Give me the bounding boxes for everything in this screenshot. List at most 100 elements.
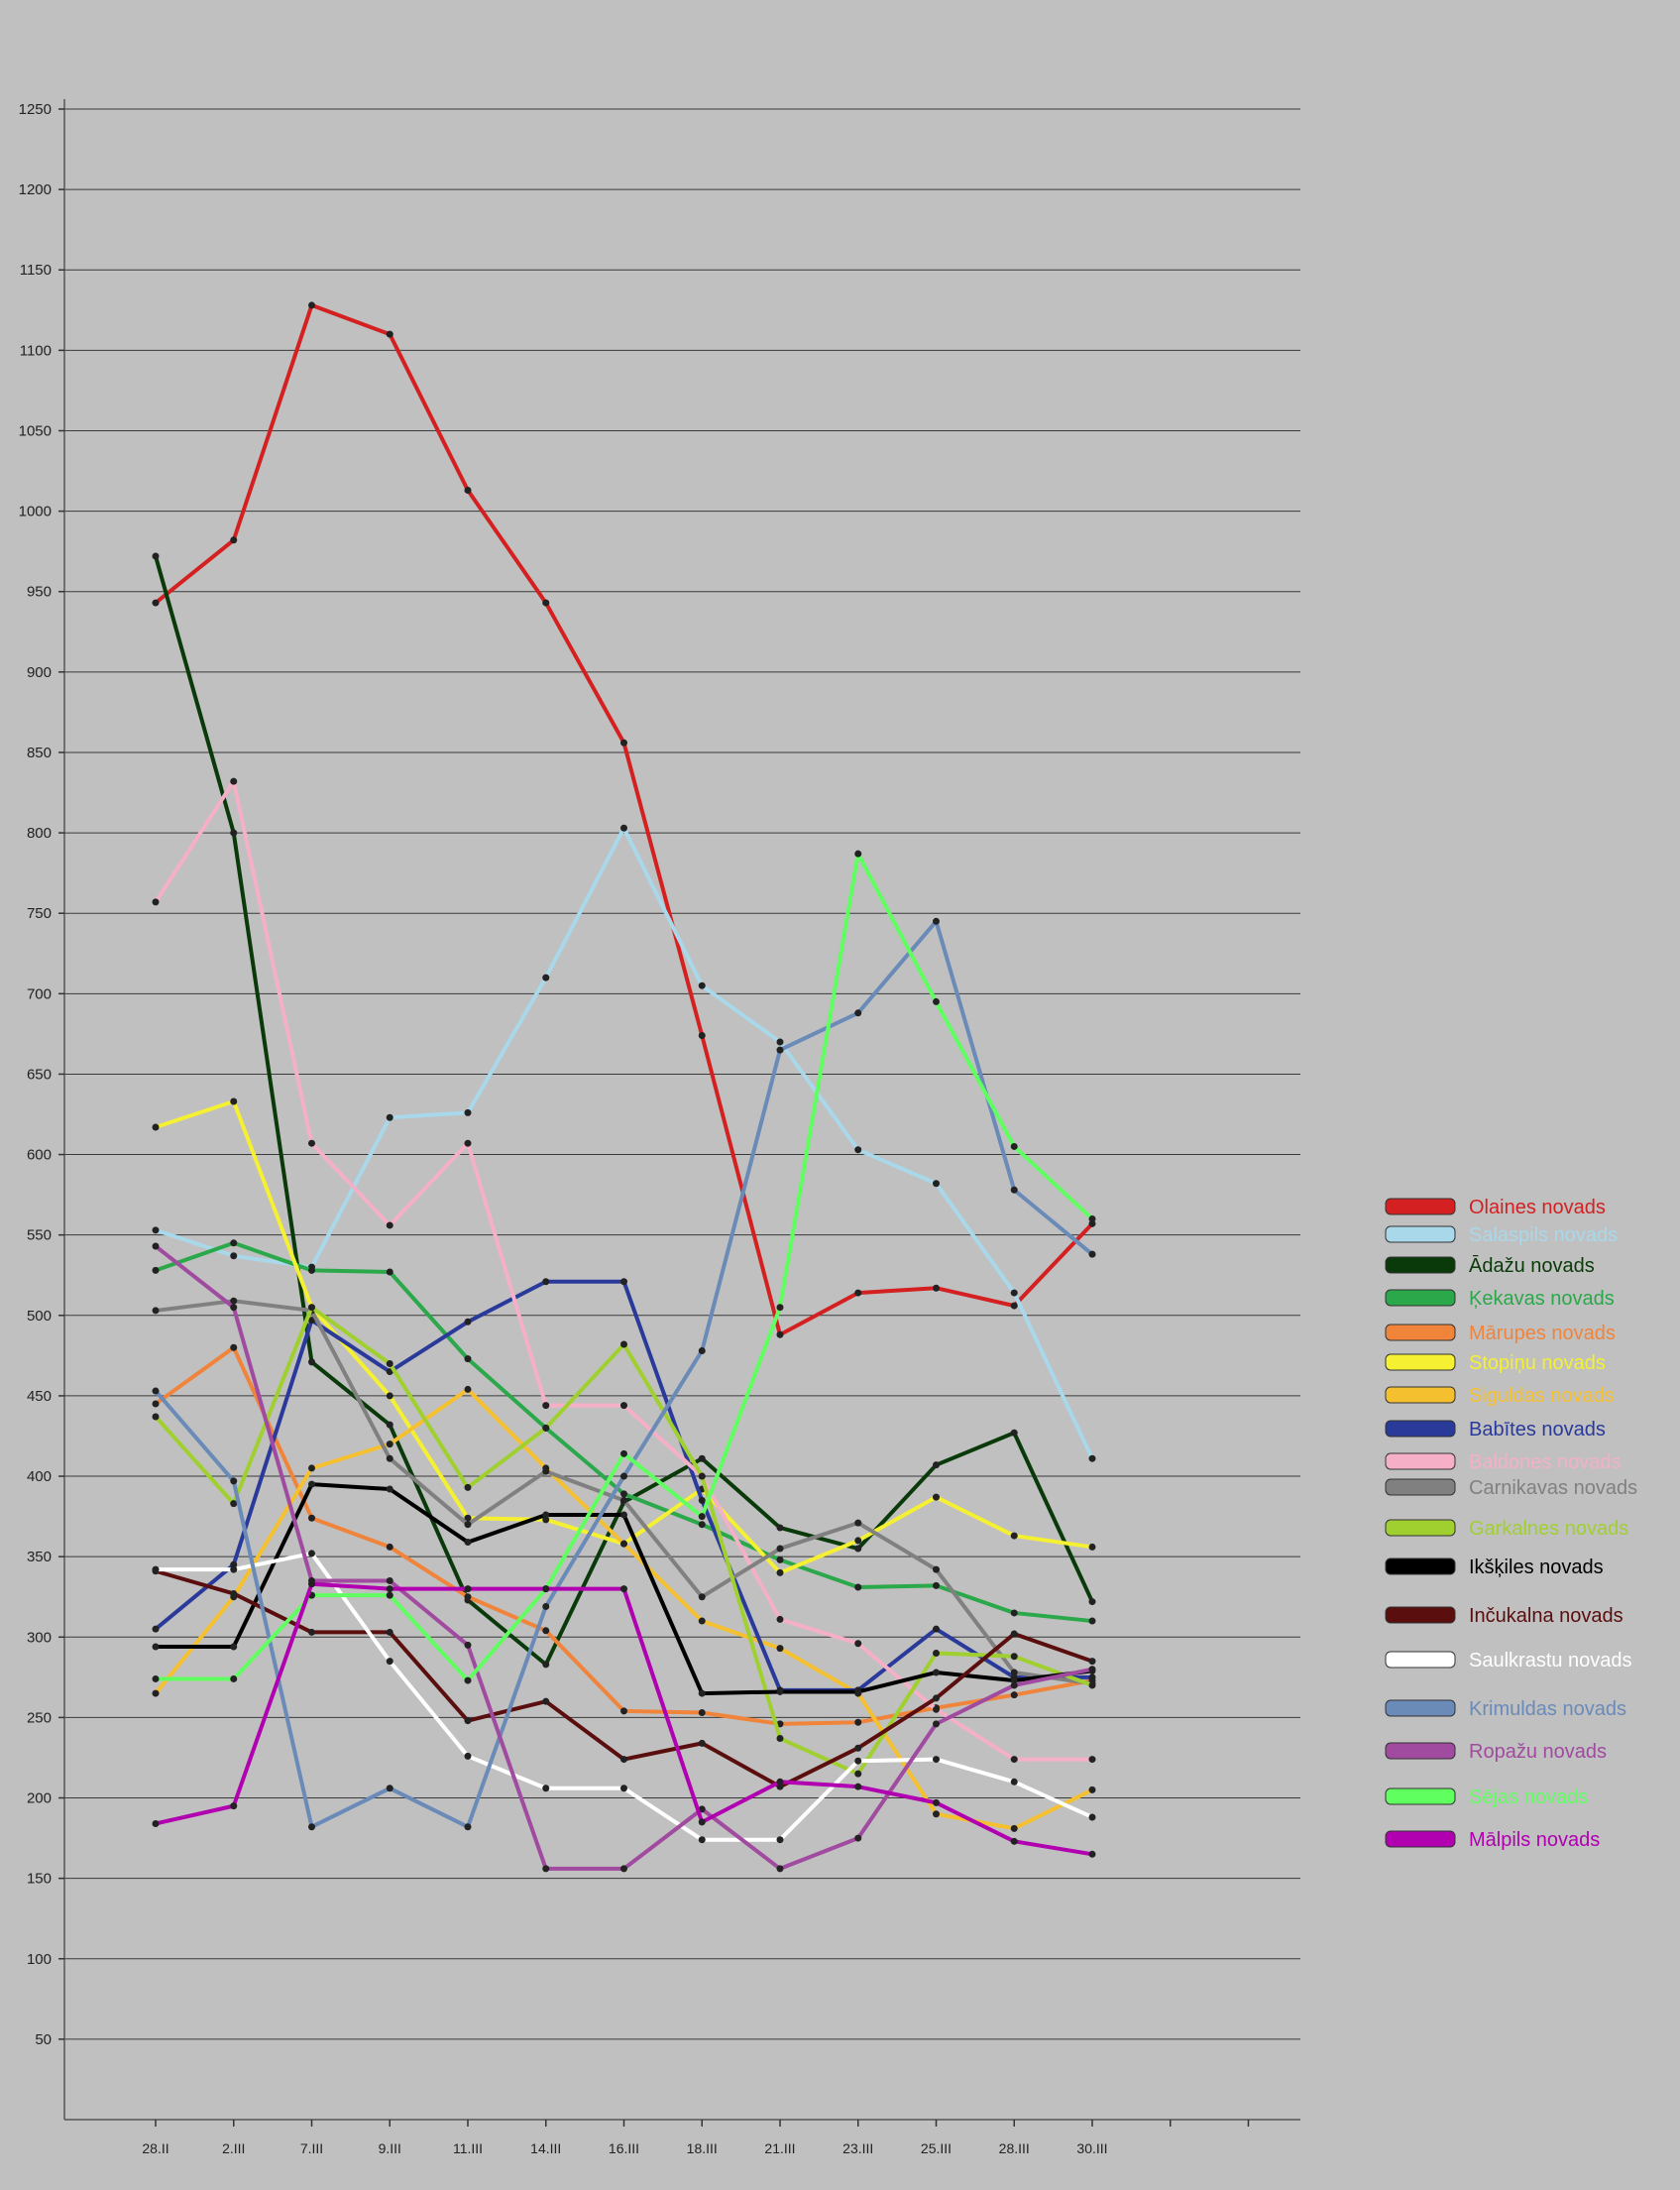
legend-swatch [1385,1606,1456,1624]
data-point [386,1585,393,1593]
y-tick-label: 50 [35,2031,52,2048]
data-point [1088,1786,1096,1793]
y-tick-label: 1150 [20,262,52,279]
y-tick-label: 1100 [20,342,52,359]
x-tick-label: 25.III [921,2140,952,2156]
data-point [698,981,706,989]
data-point [933,1565,940,1573]
data-point [386,1576,393,1584]
data-point [776,1304,784,1312]
data-point [1010,1532,1018,1540]
data-point [152,1226,160,1234]
data-point [152,1674,160,1682]
legend-item: Babītes novads [1385,1419,1606,1441]
data-point [933,1694,940,1702]
data-point [386,1785,393,1792]
data-point [854,1640,862,1648]
data-point [776,1038,784,1046]
data-point [230,1802,238,1810]
y-tick-label: 1050 [19,422,52,439]
data-point [1010,1142,1018,1150]
data-point [698,1836,706,1844]
data-point [386,1454,393,1462]
data-point [776,1865,784,1873]
data-point [854,1718,862,1726]
data-point [1010,1756,1018,1764]
series-line [154,302,1094,1337]
legend-swatch [1385,1519,1456,1537]
x-tick-label: 11.III [453,2140,483,2156]
legend-swatch [1385,1742,1456,1760]
legend-item: Salaspils novads [1385,1224,1618,1246]
y-tick-label: 750 [27,905,52,922]
x-tick-label: 14.III [530,2140,561,2156]
y-tick-label: 150 [27,1871,52,1888]
y-tick-label: 600 [27,1147,52,1164]
data-point [230,777,238,785]
x-tick-label: 21.III [764,2140,795,2156]
data-point [698,1521,706,1529]
data-point [620,1490,627,1498]
data-point [933,1669,940,1676]
series-11 [152,1304,1096,1778]
y-tick-label: 250 [27,1709,52,1726]
data-point [386,1268,393,1276]
data-point [620,1756,627,1764]
data-point [308,1580,315,1588]
data-point [308,1514,315,1522]
data-point [1010,1691,1018,1699]
data-point [1010,1609,1018,1617]
data-point [542,1627,550,1635]
legend-label: Saulkrastu novads [1469,1650,1632,1671]
data-point [933,1705,940,1713]
data-point [854,1545,862,1553]
x-tick-label: 18.III [687,2140,718,2156]
y-tick-label: 950 [27,584,52,601]
data-point [698,1513,706,1521]
data-point [854,1834,862,1842]
data-point [1088,1454,1096,1462]
legend-item: Siguldas novads [1385,1385,1615,1407]
data-point [933,997,940,1005]
data-point [620,1785,627,1792]
data-point [308,1139,315,1147]
data-point [1010,1289,1018,1297]
series-lines [152,301,1096,1873]
data-point [464,1514,472,1522]
y-tick-label: 900 [27,664,52,681]
data-point [776,1046,784,1054]
data-point [1010,1653,1018,1661]
data-point [776,1778,784,1786]
data-point [152,1123,160,1131]
data-point [1010,1186,1018,1194]
data-point [854,850,862,858]
y-tick-label: 550 [27,1227,52,1244]
data-point [230,1239,238,1247]
data-point [698,1709,706,1717]
data-point [542,599,550,607]
data-point [308,1823,315,1831]
legend-item: Ikšķiles novads [1385,1556,1604,1578]
data-point [308,1480,315,1488]
data-point [1088,1598,1096,1606]
data-point [933,1650,940,1658]
data-point [542,1661,550,1669]
data-point [933,917,940,925]
data-point [1010,1630,1018,1638]
data-point [620,1472,627,1480]
data-point [698,1593,706,1601]
legend-swatch [1385,1420,1456,1438]
data-point [464,1717,472,1725]
legend-item: Garkalnes novads [1385,1518,1628,1540]
data-point [1088,1666,1096,1673]
legend-label: Ikšķiles novads [1469,1556,1604,1578]
data-point [1010,1429,1018,1437]
data-point [542,1467,550,1475]
data-point [854,1289,862,1297]
data-point [933,1625,940,1633]
y-tick-label: 100 [27,1951,52,1968]
y-tick-label: 1200 [19,181,52,198]
data-point [230,536,238,544]
data-point [1010,1669,1018,1676]
series-14 [152,1550,1096,1844]
